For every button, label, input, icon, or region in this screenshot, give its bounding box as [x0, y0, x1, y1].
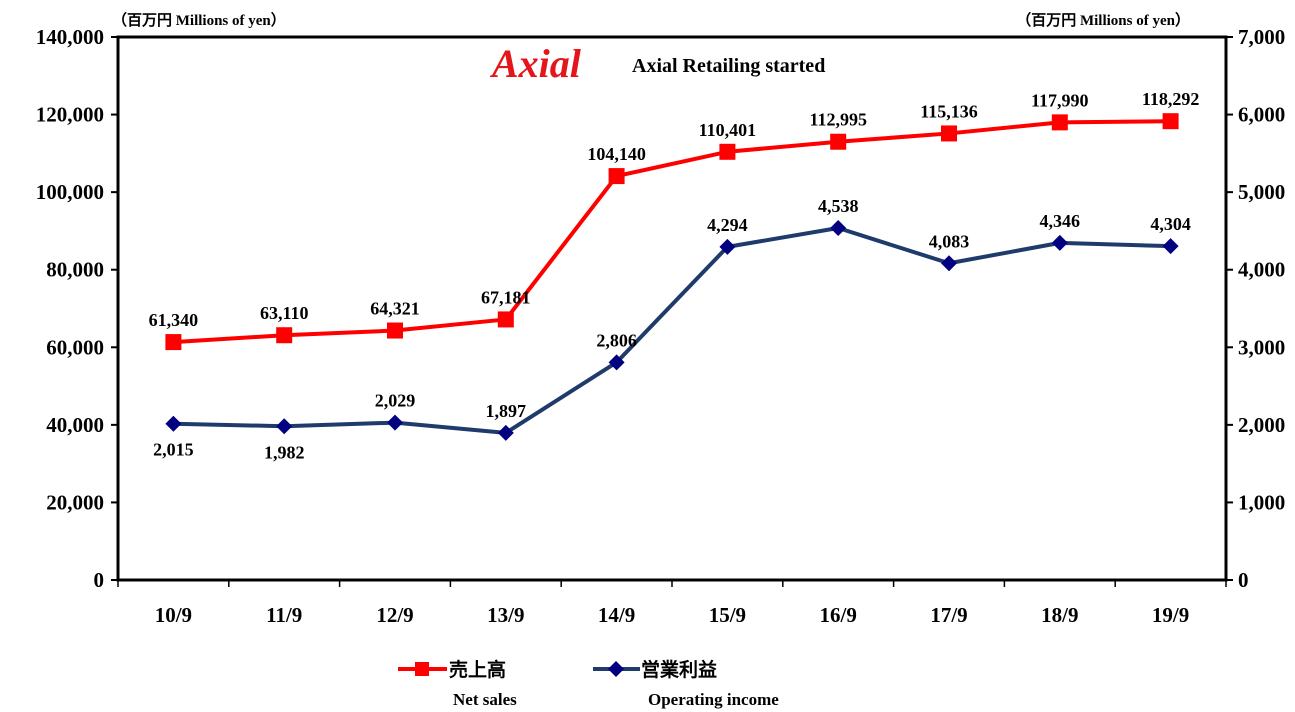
- right-tick-label: 1,000: [1238, 490, 1285, 514]
- x-tick-label: 13/9: [487, 603, 524, 627]
- right-tick-label: 7,000: [1238, 25, 1285, 49]
- net-sales-point: [941, 125, 957, 142]
- net-sales-point: [497, 311, 514, 328]
- operating-income-point: [165, 415, 182, 432]
- right-tick-label: 0: [1238, 568, 1249, 592]
- operating-income-data-label: 4,294: [707, 215, 748, 235]
- left-tick-label: 40,000: [46, 413, 104, 437]
- operating-income-point: [830, 219, 847, 236]
- data-labels: 61,340 63,110 64,321 67,181 104,140 110,401 11…: [149, 89, 1200, 462]
- x-tick-label: 12/9: [376, 603, 413, 627]
- net-sales-point: [387, 322, 403, 339]
- x-tick-label: 15/9: [709, 603, 746, 627]
- left-tick-label: 80,000: [46, 258, 104, 282]
- x-tick-label: 16/9: [820, 603, 857, 627]
- x-tick-label: 10/9: [155, 603, 192, 627]
- operating-income-point: [941, 255, 957, 272]
- left-y-axis: 0 20,000 40,000 60,000 80,000 100,000 120,000 1…: [36, 25, 118, 592]
- right-y-axis: 0 1,000 2,000 3,000 4,000 5,000 6,000 7,000: [1226, 25, 1285, 592]
- net-sales-point: [276, 327, 293, 344]
- net-sales-data-label: 118,292: [1142, 89, 1200, 109]
- legend-sublabel-net-sales: Net sales: [453, 690, 517, 709]
- operating-income-point: [1162, 238, 1179, 255]
- operating-income-point: [719, 238, 736, 255]
- left-tick-label: 20,000: [46, 490, 104, 514]
- operating-income-data-label: 1,897: [486, 401, 527, 421]
- operating-income-point: [497, 424, 514, 441]
- axial-logo: Axial: [489, 41, 582, 86]
- net-sales-data-label: 67,181: [481, 287, 531, 307]
- net-sales-point: [608, 168, 625, 185]
- net-sales-data-label: 64,321: [370, 299, 420, 319]
- x-tick-label: 19/9: [1152, 603, 1189, 627]
- right-tick-label: 2,000: [1238, 413, 1285, 437]
- operating-income-point: [1051, 234, 1068, 251]
- net-sales-point: [165, 334, 182, 351]
- operating-income-data-label: 4,304: [1150, 214, 1191, 234]
- left-tick-label: 140,000: [36, 25, 104, 49]
- legend-item-net-sales: 売上高 Net sales: [398, 658, 517, 709]
- operating-income-point: [276, 418, 293, 435]
- operating-income-data-label: 4,083: [929, 231, 970, 251]
- legend-marker-operating-income: [608, 661, 624, 677]
- left-tick-label: 100,000: [36, 180, 104, 204]
- x-tick-label: 17/9: [930, 603, 967, 627]
- net-sales-data-label: 117,990: [1031, 90, 1089, 110]
- operating-income-data-label: 2,806: [596, 330, 637, 350]
- net-sales-point: [1162, 113, 1179, 130]
- annotation-text: Axial Retailing started: [632, 55, 825, 77]
- legend-marker-net-sales: [415, 662, 429, 676]
- right-tick-label: 4,000: [1238, 258, 1285, 282]
- x-tick-label: 18/9: [1041, 603, 1078, 627]
- right-tick-label: 5,000: [1238, 180, 1285, 204]
- series-layer: [165, 113, 1179, 441]
- net-sales-data-label: 110,401: [699, 120, 757, 140]
- left-tick-label: 120,000: [36, 103, 104, 127]
- operating-income-data-label: 2,015: [153, 440, 194, 460]
- left-tick-label: 60,000: [46, 335, 104, 359]
- net-sales-point: [1051, 114, 1068, 131]
- net-sales-data-label: 115,136: [920, 101, 978, 121]
- series-line-net-sales: [173, 119, 1171, 345]
- legend: 売上高 Net sales 営業利益 Operating income: [398, 658, 779, 709]
- legend-label-net-sales: 売上高: [449, 658, 506, 681]
- x-axis: 10/9 11/9 12/9 13/9 14/9 15/9 16/9 17/9 18/9 19/9: [117, 580, 1227, 627]
- operating-income-data-label: 1,982: [264, 442, 305, 462]
- right-tick-label: 3,000: [1238, 335, 1285, 359]
- net-sales-data-label: 61,340: [149, 310, 199, 330]
- net-sales-point: [719, 143, 736, 160]
- operating-income-point: [608, 354, 625, 371]
- operating-income-point: [387, 414, 403, 431]
- left-axis-unit: （百万円 Millions of yen）: [112, 11, 286, 29]
- right-axis-unit: （百万円 Millions of yen）: [1016, 11, 1190, 29]
- net-sales-point: [830, 133, 847, 150]
- net-sales-data-label: 63,110: [260, 303, 309, 323]
- series-line-operating-income: [173, 225, 1171, 435]
- legend-item-operating-income: 営業利益 Operating income: [593, 658, 779, 709]
- operating-income-data-label: 2,029: [375, 391, 416, 411]
- operating-income-data-label: 4,538: [818, 196, 859, 216]
- left-tick-label: 0: [94, 568, 105, 592]
- right-tick-label: 6,000: [1238, 103, 1285, 127]
- x-tick-label: 14/9: [598, 603, 635, 627]
- net-sales-data-label: 104,140: [587, 144, 646, 164]
- legend-sublabel-operating-income: Operating income: [648, 690, 779, 709]
- net-sales-data-label: 112,995: [809, 110, 867, 130]
- legend-label-operating-income: 営業利益: [641, 658, 717, 681]
- x-tick-label: 11/9: [266, 603, 302, 627]
- operating-income-data-label: 4,346: [1040, 211, 1081, 231]
